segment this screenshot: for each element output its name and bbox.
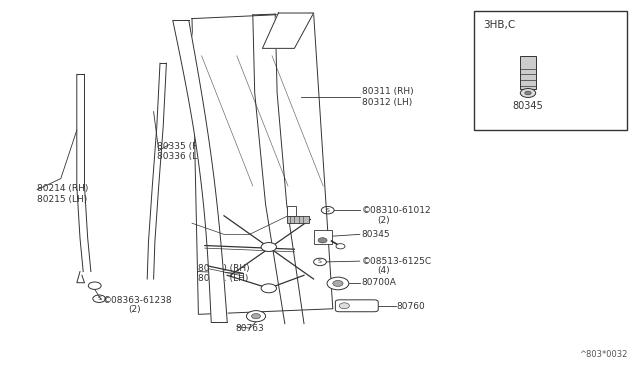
Circle shape: [339, 303, 349, 309]
Text: 80335 (RH): 80335 (RH): [157, 142, 209, 151]
Circle shape: [261, 243, 276, 251]
Bar: [287, 206, 296, 216]
Bar: [287, 216, 309, 223]
Text: 80345: 80345: [362, 230, 390, 239]
Text: (2): (2): [128, 305, 141, 314]
Bar: [314, 230, 332, 244]
Polygon shape: [262, 13, 314, 48]
Text: ©08513-6125C: ©08513-6125C: [362, 257, 432, 266]
Text: 80215 (LH): 80215 (LH): [37, 195, 88, 203]
Text: 80214 (RH): 80214 (RH): [37, 185, 88, 193]
Circle shape: [333, 280, 343, 286]
Circle shape: [252, 314, 260, 319]
Text: S: S: [318, 259, 322, 264]
Circle shape: [261, 284, 276, 293]
Bar: [520, 56, 536, 89]
FancyBboxPatch shape: [335, 300, 378, 312]
Circle shape: [336, 244, 345, 249]
Circle shape: [318, 238, 327, 243]
Text: 80701 (LH): 80701 (LH): [198, 274, 249, 283]
Bar: [474, 11, 627, 130]
Text: 80763: 80763: [236, 324, 264, 333]
Text: ©08310-61012: ©08310-61012: [362, 206, 431, 215]
Text: 80700A: 80700A: [362, 278, 396, 287]
Text: 80760: 80760: [397, 302, 426, 311]
Text: 3HB,C: 3HB,C: [483, 20, 515, 31]
Text: 80311 (RH): 80311 (RH): [362, 87, 413, 96]
Text: ^803*0032: ^803*0032: [579, 350, 627, 359]
Text: (2): (2): [378, 216, 390, 225]
Polygon shape: [192, 13, 333, 314]
Text: 80345: 80345: [513, 101, 543, 111]
Circle shape: [520, 89, 536, 97]
Circle shape: [525, 91, 531, 95]
Text: (4): (4): [378, 266, 390, 275]
Text: S: S: [97, 296, 101, 301]
Text: 80700 (RH): 80700 (RH): [198, 264, 250, 273]
Text: S: S: [326, 208, 330, 213]
Text: 80312 (LH): 80312 (LH): [362, 98, 412, 107]
Circle shape: [246, 311, 266, 322]
Text: ©08363-61238: ©08363-61238: [102, 296, 172, 305]
Text: 80336 (LH): 80336 (LH): [157, 153, 207, 161]
Circle shape: [327, 277, 349, 290]
